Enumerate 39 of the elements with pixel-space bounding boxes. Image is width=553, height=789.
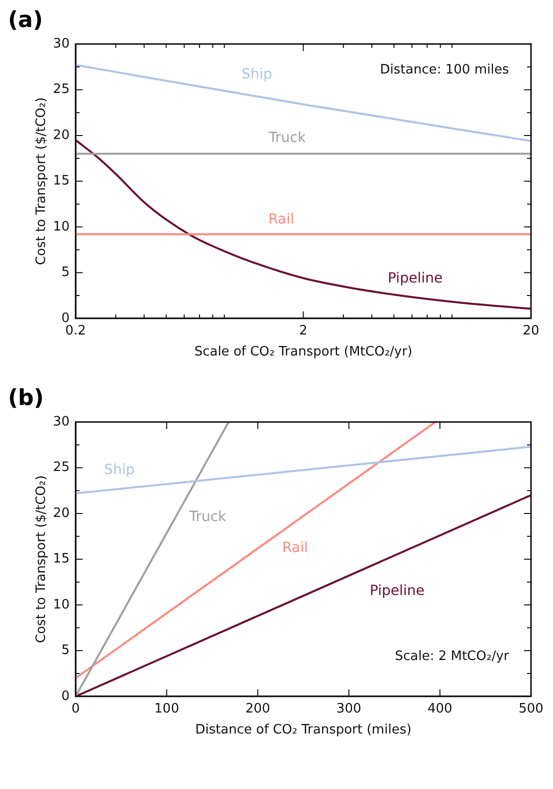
series-label: Rail (268, 211, 294, 228)
y-tick-label: 5 (61, 643, 70, 658)
x-tick-label: 200 (245, 701, 270, 716)
x-tick-label: 2 (299, 323, 308, 338)
y-tick-label: 25 (53, 82, 70, 98)
annotation: Scale: 2 MtCO₂/yr (394, 648, 510, 664)
y-tick-label: 15 (53, 174, 70, 189)
series-label: Pipeline (370, 582, 425, 599)
y-axis-title: Cost to Transport ($/tCO₂) (34, 97, 50, 266)
x-tick-label: 0.2 (65, 323, 86, 338)
x-tick-label: 100 (154, 701, 180, 716)
x-tick-label: 500 (518, 701, 544, 716)
y-tick-label: 20 (53, 128, 70, 143)
x-tick-label: 300 (336, 701, 362, 716)
series-label: Ship (104, 462, 135, 478)
series-label: Truck (188, 508, 228, 525)
chart-title: (b) (8, 386, 45, 413)
y-tick-label: 10 (53, 597, 70, 612)
y-tick-label: 0 (61, 310, 70, 326)
x-tick-label: 400 (428, 701, 452, 716)
y-tick-label: 30 (53, 414, 70, 430)
series-label: Rail (282, 540, 308, 556)
series-label: Pipeline (388, 270, 443, 287)
y-tick-label: 30 (53, 36, 70, 52)
x-axis-title: Scale of CO₂ Transport (MtCO₂/yr) (194, 344, 412, 360)
x-axis-title: Distance of CO₂ Transport (miles) (195, 722, 412, 738)
y-tick-label: 10 (53, 219, 70, 234)
y-axis-title: Cost to Transport ($/tCO₂) (34, 475, 50, 644)
chart-title: (a) (8, 8, 44, 35)
y-tick-label: 15 (53, 552, 70, 567)
series-label: Truck (268, 130, 307, 146)
y-tick-label: 20 (53, 506, 70, 521)
y-tick-label: 25 (53, 460, 70, 476)
series-label: Ship (242, 66, 272, 83)
x-tick-label: 20 (522, 323, 540, 338)
x-tick-label: 0 (71, 701, 80, 716)
y-tick-label: 0 (61, 688, 70, 704)
y-tick-label: 5 (61, 265, 70, 280)
annotation: Distance: 100 miles (380, 62, 510, 78)
